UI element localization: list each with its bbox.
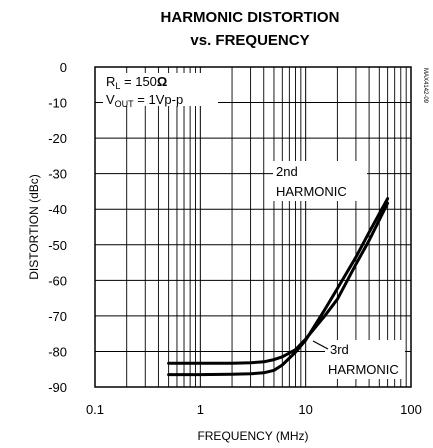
curves [167, 197, 390, 377]
x-tick-label: 1 [197, 402, 204, 417]
y-tick-label: -40 [48, 202, 67, 217]
y-tick-label: -70 [48, 309, 67, 324]
label-3rd-harmonic-order: 3rd [330, 342, 349, 357]
y-tick-label: -80 [48, 344, 67, 359]
x-tick-label: 0.1 [86, 402, 104, 417]
x-tick-label: 10 [298, 402, 312, 417]
y-tick-label: -60 [48, 273, 67, 288]
part-code: MAX4142-09 [422, 68, 428, 104]
conditions-box [103, 73, 218, 106]
chart-title-line1: HARMONIC DISTORTION [161, 9, 340, 26]
condition-load-resistance: RL = 150Ω [106, 74, 167, 91]
y-axis-label: DISTORTION (dBc) [27, 174, 41, 280]
x-axis-label: FREQUENCY (MHz) [197, 429, 308, 443]
condition-output-voltage: VOUT = 1Vp-p [106, 92, 183, 109]
series-2nd-harmonic-line [167, 197, 390, 377]
label-bg-3rd [325, 340, 405, 379]
grid [94, 66, 411, 388]
y-tick-label: -90 [48, 380, 67, 395]
chart-title-line2: vs. FREQUENCY [190, 32, 309, 49]
series-3rd-harmonic-line [167, 201, 390, 365]
label-3rd-harmonic-word: HARMONIC [328, 362, 399, 377]
y-tick-label: -30 [48, 167, 67, 182]
y-tick-label: -20 [48, 131, 67, 146]
tick-labels: 0 -10 -20 -30 -40 -50 -60 -70 -80 -90 0.1 1 10 100 [48, 60, 422, 417]
plot-frame [94, 66, 412, 388]
y-tick-label: -10 [48, 96, 67, 111]
label-2nd-harmonic-order: 2nd [276, 164, 298, 179]
leader-line-3rd [312, 340, 329, 350]
x-tick-label: 100 [400, 402, 422, 417]
y-tick-label: 0 [60, 60, 67, 75]
label-bg-2nd [273, 161, 367, 201]
label-2nd-harmonic-word: HARMONIC [276, 184, 347, 199]
y-tick-label: -50 [48, 238, 67, 253]
